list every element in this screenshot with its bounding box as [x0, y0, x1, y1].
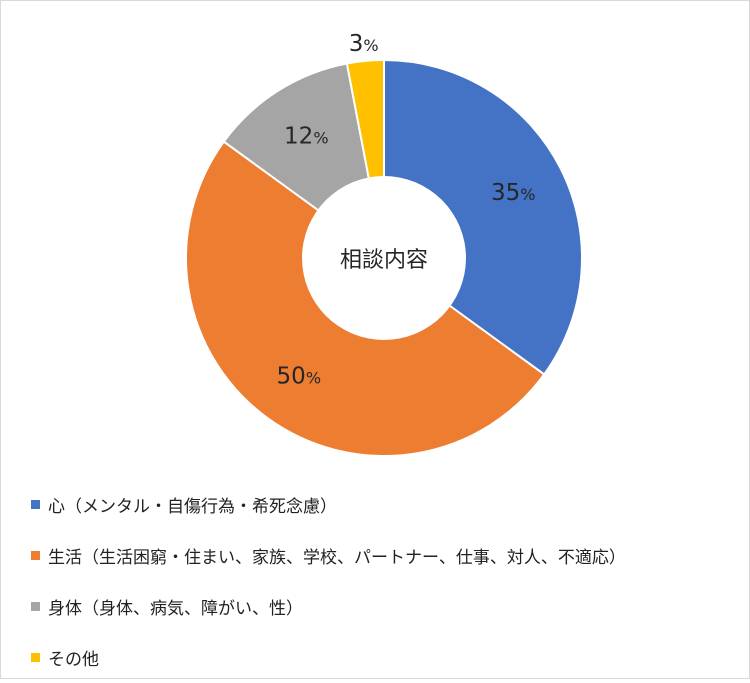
legend-item-body: 身体（身体、病気、障がい、性） — [31, 581, 746, 632]
legend-label: 生活（生活困窮・住まい、家族、学校、パートナー、仕事、対人、不適応） — [48, 548, 626, 568]
slice-mental — [383, 58, 583, 376]
donut-chart: 35% 50% 12% 3% 相談内容 — [185, 31, 583, 457]
value-label-other: 3% — [349, 31, 379, 57]
legend-swatch — [31, 602, 40, 611]
legend: 心（メンタル・自傷行為・希死念慮） 生活（生活困窮・住まい、家族、学校、パートナー… — [31, 479, 746, 683]
value-label-life: 50% — [277, 363, 321, 389]
legend-item-other: その他 — [31, 632, 746, 683]
legend-swatch — [31, 500, 40, 509]
labels-group: 35% 50% 12% 3% — [277, 31, 536, 389]
legend-swatch — [31, 551, 40, 560]
legend-label: その他 — [48, 650, 99, 670]
legend-item-mental: 心（メンタル・自傷行為・希死念慮） — [31, 479, 746, 530]
value-label-mental: 35% — [491, 180, 535, 206]
legend-label: 心（メンタル・自傷行為・希死念慮） — [48, 497, 337, 517]
donut-hole — [302, 176, 466, 340]
center-label: 相談内容 — [340, 248, 428, 273]
legend-swatch — [31, 653, 40, 662]
value-label-body: 12% — [284, 124, 328, 150]
legend-item-life: 生活（生活困窮・住まい、家族、学校、パートナー、仕事、対人、不適応） — [31, 530, 746, 581]
legend-label: 身体（身体、病気、障がい、性） — [48, 599, 303, 619]
